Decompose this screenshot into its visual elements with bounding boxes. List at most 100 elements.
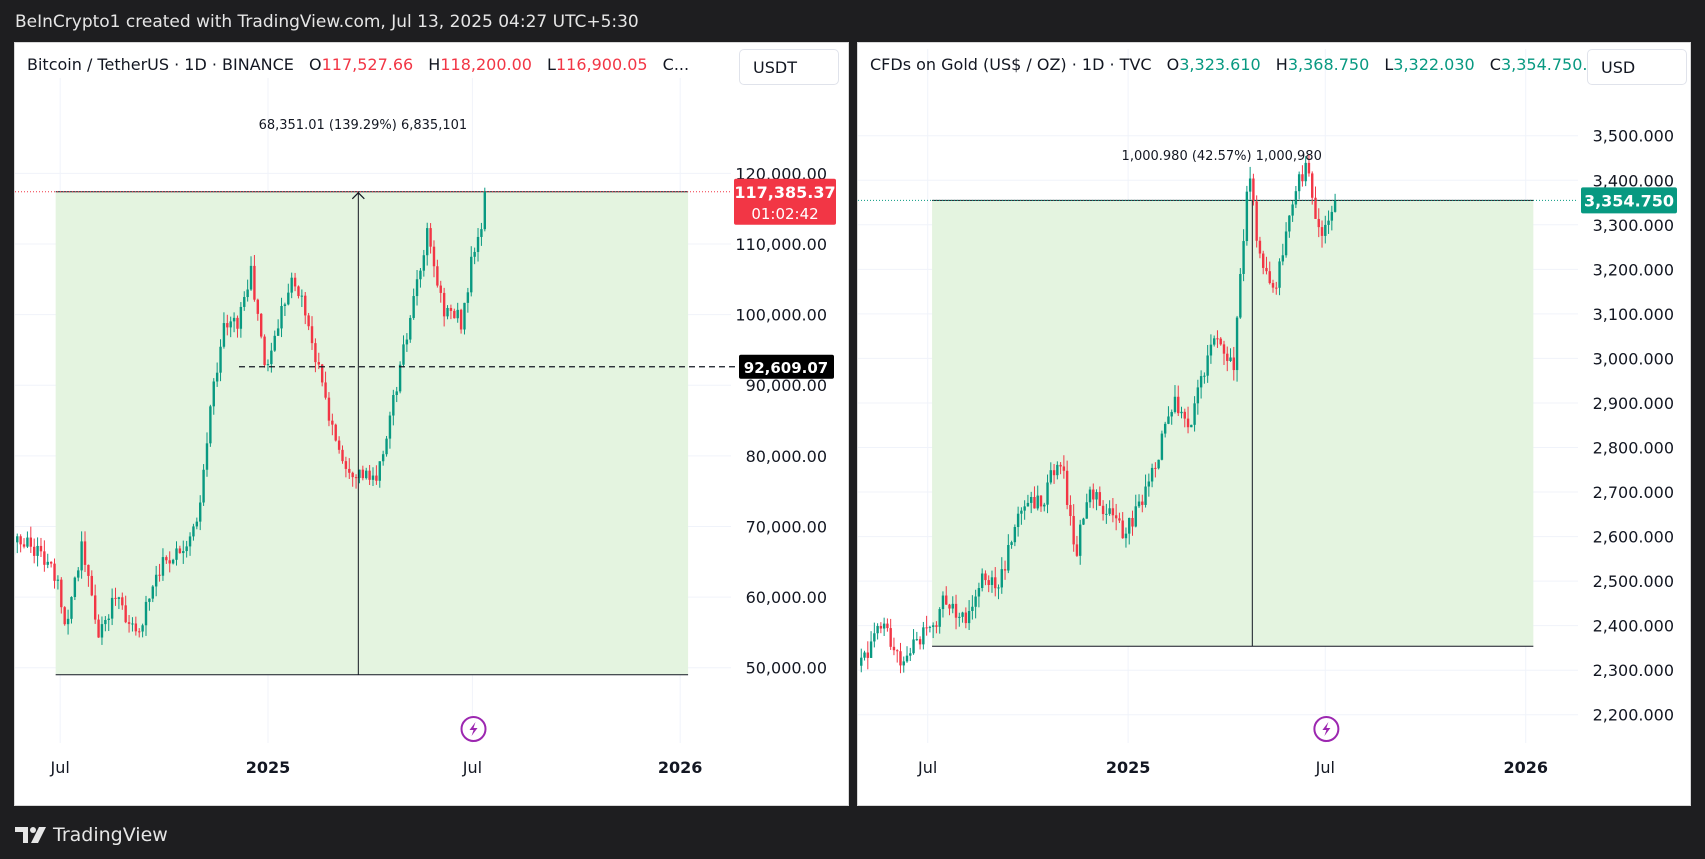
candle-body [1023,506,1026,511]
gold-currency-button[interactable]: USD [1587,49,1687,85]
candle-body [1105,513,1108,515]
candle-body [971,606,974,612]
candle-body [381,454,385,462]
candle [351,471,354,487]
candle-body [912,639,915,654]
candle [951,596,954,614]
candle [158,563,161,582]
candle [297,285,300,299]
candle-body [984,573,987,581]
y-axis-tick-label: 2,900.000 [1593,394,1674,413]
candle [1301,165,1304,187]
gold-close-value: 3,354.750... [1500,55,1598,74]
candle [922,621,925,650]
candle-body [283,304,287,306]
candle [954,594,958,630]
candle [1007,534,1010,574]
candle [860,648,863,673]
candle [385,435,388,457]
gold-low-value: 3,322.030 [1393,55,1475,74]
btc-currency-button[interactable]: USDT [739,49,839,85]
candle [964,607,968,629]
candles-group [860,154,1337,674]
candle-body [1144,486,1147,505]
candle [226,314,229,336]
candle [1020,507,1023,525]
candle-body [1007,545,1010,571]
candle-body [256,299,260,314]
candle [253,254,256,302]
btc-symbol[interactable]: Bitcoin / TetherUS · 1D · BINANCE [27,55,294,74]
btc-chart-canvas[interactable]: 68,351.01 (139.29%) 6,835,101 92,609.07 12… [15,43,849,806]
gold-chart-panel[interactable]: 1,000.980 (42.57%) 1,000,980 3,500.000 3,4… [857,42,1691,806]
candle [967,600,971,630]
candle-body [375,475,378,481]
candle [100,616,104,645]
candle-body [66,618,70,625]
candle [1101,500,1105,521]
candle-body [1239,273,1242,318]
candle [1131,510,1134,536]
candle-body [918,639,922,645]
candle-body [243,297,246,307]
candle-body [263,336,266,366]
candle [39,537,43,557]
btc-chart-panel[interactable]: 68,351.01 (139.29%) 6,835,101 92,609.07 12… [14,42,849,806]
candle [422,249,426,277]
candle-body [1173,396,1177,412]
candle-body [1150,467,1154,482]
candle [1069,495,1072,526]
candle-body [117,597,121,599]
candle-body [202,469,205,503]
candles-group [15,187,487,645]
candle-body [43,551,46,565]
candle-body [1307,162,1311,174]
candle [1016,506,1020,537]
candle-body [87,564,90,576]
candle-body [446,307,449,317]
y-axis-tick-label: 2,700.000 [1593,483,1674,502]
candle [121,592,124,610]
candle-body [1062,466,1066,471]
candle-body [1167,416,1170,424]
candle [402,335,405,368]
candle-body [300,295,304,297]
candle-body [365,470,368,479]
gold-symbol[interactable]: CFDs on Gold (US$ / OZ) · 1D · TVC [870,55,1152,74]
candle-body [1226,353,1229,362]
candle-body [188,536,192,547]
candle [1092,483,1095,509]
candle [73,576,77,601]
candle-body [1262,253,1265,268]
candle-body [392,395,395,416]
tradingview-branding[interactable]: TradingView [15,820,168,850]
candle-body [93,595,97,620]
candle [1118,512,1121,524]
candle [1167,406,1170,425]
candle [219,339,222,382]
candle [304,292,307,325]
candle-body [314,343,317,363]
candle-body [1141,501,1144,505]
candle [449,304,453,320]
candle-body [1137,501,1141,507]
tradingview-logo-icon [15,827,46,843]
candle-body [280,305,283,329]
candle-body [205,443,209,470]
candle [144,595,148,636]
candle-body [46,561,49,565]
candle [348,458,351,479]
gold-chart-canvas[interactable]: 1,000.980 (42.57%) 1,000,980 3,500.000 3,4… [858,43,1691,806]
candle-body [1199,376,1203,388]
candle [915,631,919,641]
candle [1124,527,1128,548]
candle-body [922,627,925,645]
candle-body [938,609,941,627]
candle [80,531,83,579]
candle [246,279,249,302]
candle [182,540,185,564]
y-axis-tick-label: 3,000.000 [1593,349,1674,368]
candle-body [1219,338,1222,345]
y-axis-tick-label: 2,800.000 [1593,438,1674,457]
candle-body [1281,255,1285,262]
